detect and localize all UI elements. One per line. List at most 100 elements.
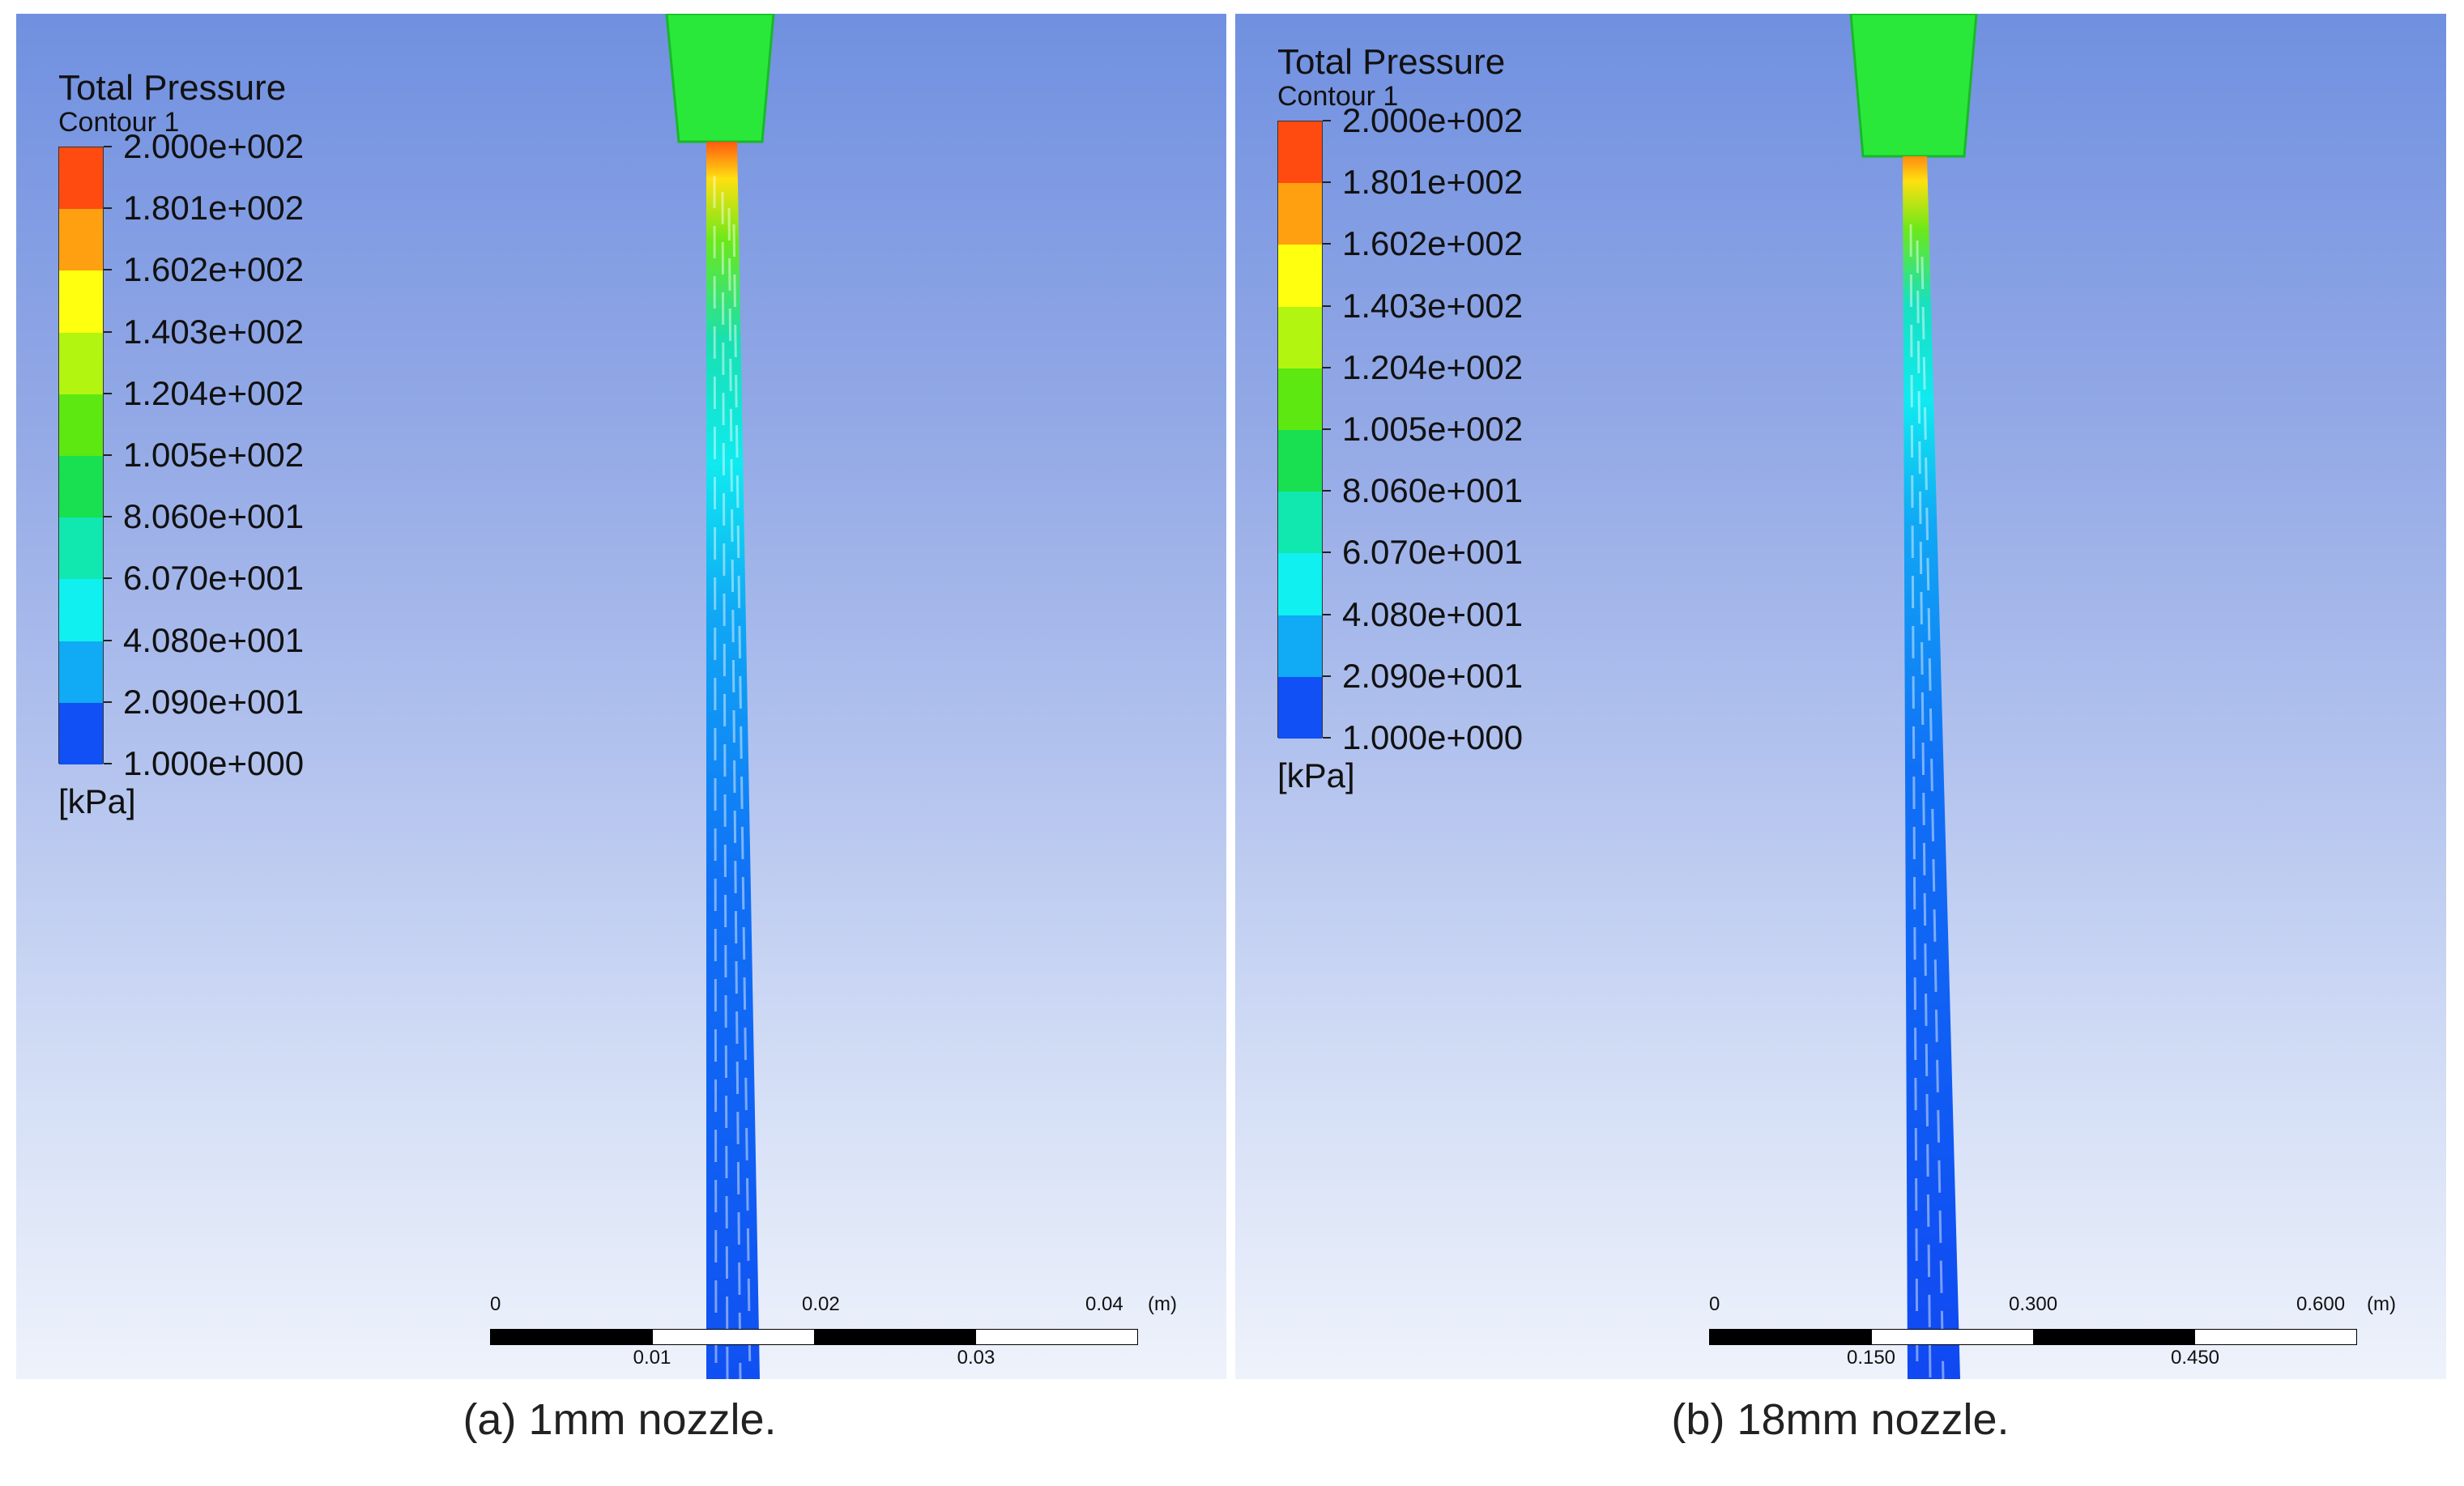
legend-unit: [kPa] — [1277, 756, 1355, 794]
caption-b: (b) 18mm nozzle. — [1671, 1395, 2010, 1444]
legend-subtitle: Contour 1 — [58, 107, 180, 138]
legend-tick — [1323, 120, 1331, 121]
legend-level-label: 1.602e+002 — [1342, 224, 1524, 263]
legend-level-label: 6.070e+001 — [123, 559, 305, 598]
scale-label: 0.01 — [633, 1347, 671, 1369]
legend-level-label: 8.060e+001 — [123, 497, 305, 536]
legend-level-label: 1.000e+000 — [1342, 718, 1524, 756]
color-band — [59, 517, 103, 580]
color-legend-scale: 2.000e+002 1.801e+002 1.602e+002 1.403e+002… — [58, 130, 382, 781]
scale-label: 0.03 — [957, 1347, 995, 1369]
scale-ruler — [490, 1329, 1138, 1345]
legend-level-label: 1.204e+002 — [123, 373, 305, 412]
color-band — [1278, 676, 1322, 739]
color-band — [1278, 183, 1322, 245]
scale-segment — [491, 1330, 653, 1344]
scale-bar-b: 0 0.300 0.600 (m) 0.150 0.450 — [1709, 1293, 2406, 1369]
color-bar — [58, 147, 104, 764]
legend-tick — [104, 330, 112, 333]
nozzle-a — [665, 14, 775, 143]
legend-title: Total Pressure — [58, 68, 287, 108]
scale-ruler — [1709, 1329, 2357, 1345]
legend-level-label: 4.080e+001 — [123, 620, 305, 659]
color-band — [1278, 430, 1322, 492]
legend-tick — [1323, 551, 1331, 554]
scale-label: 0.04 — [1085, 1293, 1123, 1315]
legend-unit: [kPa] — [58, 782, 136, 820]
legend-level-label: 4.080e+001 — [1342, 594, 1524, 633]
color-band — [1278, 121, 1322, 184]
color-band — [1278, 368, 1322, 430]
color-band — [59, 456, 103, 518]
legend-tick — [104, 454, 112, 456]
jet-stream-a — [706, 142, 760, 1379]
caption-a: (a) 1mm nozzle. — [463, 1395, 777, 1444]
legend-tick — [104, 207, 112, 210]
scale-label: 0.450 — [2170, 1347, 2220, 1369]
legend-tick — [1323, 613, 1331, 615]
color-band — [59, 147, 103, 210]
legend-level-label: 2.090e+001 — [1342, 656, 1524, 695]
nozzle-b — [1849, 14, 1978, 158]
scale-label: 0.300 — [2009, 1293, 2058, 1315]
legend-level-label: 6.070e+001 — [1342, 533, 1524, 572]
legend-level-label: 1.403e+002 — [123, 312, 305, 351]
contour-panel-a: Total Pressure Contour 1 2.000e+002 1.801… — [16, 14, 1226, 1379]
color-band — [59, 270, 103, 333]
legend-tick — [1323, 490, 1331, 492]
scale-segment — [814, 1330, 976, 1344]
color-band — [1278, 245, 1322, 307]
legend-level-label: 1.602e+002 — [123, 250, 305, 289]
color-band — [59, 332, 103, 394]
color-band — [1278, 492, 1322, 554]
legend-level-label: 2.000e+002 — [1342, 101, 1524, 139]
legend-tick — [104, 146, 112, 147]
legend-subtitle: Contour 1 — [1277, 81, 1399, 112]
legend-tick — [104, 392, 112, 394]
legend-tick — [1323, 737, 1331, 739]
legend-tick — [1323, 366, 1331, 368]
jet-scene-a — [665, 14, 775, 1379]
color-band — [59, 641, 103, 703]
scale-bar-a: 0 0.02 0.04 (m) 0.01 0.03 — [490, 1293, 1187, 1369]
color-band — [59, 702, 103, 764]
legend-tick — [104, 700, 112, 703]
jet-stream-b — [1903, 156, 1960, 1379]
scale-label: 0.02 — [802, 1293, 840, 1315]
scale-unit: (m) — [2367, 1293, 2396, 1315]
legend-tick — [104, 639, 112, 641]
legend-tick — [104, 516, 112, 518]
legend-level-label: 1.005e+002 — [1342, 410, 1524, 448]
legend-level-label: 1.801e+002 — [1342, 163, 1524, 202]
legend-tick — [1323, 181, 1331, 184]
legend-level-label: 2.000e+002 — [123, 127, 305, 165]
legend-tick — [1323, 675, 1331, 677]
jet-scene-b — [1849, 14, 1978, 1379]
scale-segment — [2033, 1330, 2195, 1344]
legend-a: Total Pressure Contour 1 2.000e+002 1.801… — [58, 69, 382, 820]
color-band — [1278, 615, 1322, 677]
legend-tick — [1323, 304, 1331, 307]
contour-panel-b: Total Pressure Contour 1 2.000e+002 1.801… — [1235, 14, 2446, 1379]
legend-tick — [1323, 243, 1331, 245]
color-legend-scale: 2.000e+002 1.801e+002 1.602e+002 1.403e+002… — [1277, 104, 1601, 755]
color-bar — [1277, 121, 1323, 739]
legend-level-label: 1.403e+002 — [1342, 286, 1524, 325]
legend-title: Total Pressure — [1277, 42, 1506, 82]
legend-tick — [104, 763, 112, 764]
color-band — [59, 209, 103, 271]
legend-tick — [1323, 428, 1331, 430]
scale-segment — [1710, 1330, 1872, 1344]
scale-label: 0.600 — [2296, 1293, 2346, 1315]
legend-level-label: 1.204e+002 — [1342, 347, 1524, 386]
legend-level-label: 2.090e+001 — [123, 682, 305, 721]
color-band — [59, 394, 103, 456]
legend-tick — [104, 269, 112, 271]
legend-level-label: 8.060e+001 — [1342, 471, 1524, 510]
color-band — [1278, 306, 1322, 368]
scale-unit: (m) — [1148, 1293, 1177, 1315]
color-band — [59, 579, 103, 641]
scale-label: 0.150 — [1846, 1347, 1896, 1369]
legend-level-label: 1.005e+002 — [123, 436, 305, 474]
legend-level-label: 1.000e+000 — [123, 744, 305, 782]
